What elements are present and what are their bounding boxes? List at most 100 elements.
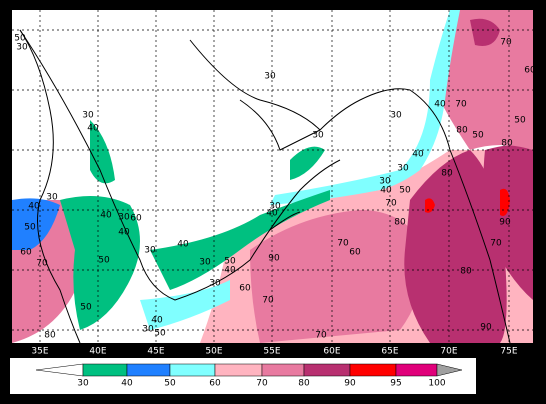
contour-label: 40 xyxy=(28,202,40,212)
colorbar-high-arrow xyxy=(436,363,463,377)
contour-label: 30 xyxy=(390,111,402,121)
humidity-region xyxy=(290,146,325,180)
longitude-label: 40E xyxy=(89,347,106,357)
humidity-region xyxy=(60,196,140,330)
contour-label: 70 xyxy=(337,239,349,249)
contour-label: 30 xyxy=(379,177,391,187)
colorbar-label: 50 xyxy=(164,379,176,389)
longitude-label: 70E xyxy=(440,347,457,357)
contour-label: 30 xyxy=(199,258,211,268)
contour-label: 40 xyxy=(412,150,424,160)
humidity-region xyxy=(440,10,533,150)
contour-label: 80 xyxy=(44,331,56,341)
colorbar-segment xyxy=(214,363,263,377)
colorbar-label: 90 xyxy=(344,379,356,389)
humidity-region xyxy=(500,188,510,216)
humidity-region xyxy=(150,190,330,290)
humidity-region xyxy=(483,145,533,300)
contour-label: 80 xyxy=(456,126,468,136)
contour-label: 90 xyxy=(480,323,492,333)
colorbar-segment xyxy=(82,363,128,377)
colorbar-segment xyxy=(349,363,397,377)
coastline xyxy=(19,29,511,344)
contour-label: 40 xyxy=(380,186,392,196)
colorbar-label: 95 xyxy=(390,379,401,389)
contour-label: 30 xyxy=(264,72,276,82)
humidity-region xyxy=(270,10,460,205)
humidity-region xyxy=(140,280,230,330)
contour-label: 30 xyxy=(397,164,409,174)
contour-label: 80 xyxy=(501,139,513,149)
contour-label: 50 xyxy=(24,223,36,233)
grid xyxy=(12,10,533,343)
contour-label: 30 xyxy=(269,202,281,212)
longitude-label: 60E xyxy=(323,347,340,357)
contour-label: 70 xyxy=(36,259,48,269)
contour-label: 30 xyxy=(82,111,94,121)
contour-label: 60 xyxy=(524,66,536,76)
contour-label: 60 xyxy=(349,248,361,258)
contour-label: 30 xyxy=(142,325,154,335)
colorbar-segment xyxy=(303,363,351,377)
contour-label: 50 xyxy=(80,303,92,313)
contour-label: 30 xyxy=(312,131,324,141)
contour-label: 80 xyxy=(460,267,472,277)
contour-label: 40 xyxy=(266,209,278,219)
longitude-label: 35E xyxy=(31,347,48,357)
contour-label: 90 xyxy=(499,218,511,228)
longitude-label: 45E xyxy=(147,347,164,357)
contour-label: 70 xyxy=(315,331,327,341)
contour-label: 50 xyxy=(514,116,526,126)
colorbar-label: 100 xyxy=(428,379,445,389)
longitude-label: 75E xyxy=(500,347,517,357)
longitude-label: 50E xyxy=(205,347,222,357)
contour-label: 70 xyxy=(385,199,397,209)
longitude-label: 65E xyxy=(381,347,398,357)
contour-label: 90 xyxy=(268,254,280,264)
contour-label: 30 xyxy=(16,43,28,53)
contour-label: 30 xyxy=(144,246,156,256)
colorbar-segment xyxy=(169,363,216,377)
humidity-region xyxy=(470,18,500,46)
contour-label: 60 xyxy=(239,284,251,294)
contour-label: 40 xyxy=(100,211,112,221)
contour-label: 40 xyxy=(151,316,163,326)
contour-label: 40 xyxy=(118,228,130,238)
contour-label: 60 xyxy=(130,214,142,224)
contour-label: 40 xyxy=(434,100,446,110)
contour-label: 80 xyxy=(441,169,453,179)
contour-label: 70 xyxy=(500,38,512,48)
contour-label: 70 xyxy=(455,100,467,110)
colorbar-label: 60 xyxy=(209,379,221,389)
colorbar-label: 40 xyxy=(121,379,133,389)
contour-label: 40 xyxy=(224,266,236,276)
longitude-labels: 35E 40E 45E 50E 55E 60E 65E 70E 75E xyxy=(31,347,517,357)
humidity-region xyxy=(425,198,435,213)
humidity-region xyxy=(250,210,423,343)
humidity-region xyxy=(404,150,507,343)
longitude-label: 55E xyxy=(263,347,280,357)
humidity-region xyxy=(12,198,60,250)
colorbar-segment xyxy=(261,363,305,377)
colorbar: 30 40 50 60 70 80 90 95 100 xyxy=(10,358,476,394)
contour-label: 80 xyxy=(394,218,406,228)
contour-label: 40 xyxy=(87,124,99,134)
contour-label: 30 xyxy=(46,193,58,203)
contour-label: 50 xyxy=(472,131,484,141)
contour-label: 50 xyxy=(154,329,166,339)
colorbar-label: 30 xyxy=(77,379,89,389)
contour-label: 60 xyxy=(20,248,32,258)
contour-label: 40 xyxy=(177,240,189,250)
contour-label: 30 xyxy=(118,213,130,223)
colorbar-label: 80 xyxy=(298,379,310,389)
colorbar-label: 70 xyxy=(256,379,268,389)
contour-label: 70 xyxy=(262,296,274,306)
colorbar-segment xyxy=(395,363,438,377)
contour-label: 50 xyxy=(98,256,110,266)
humidity-region xyxy=(90,120,115,184)
contour-label: 70 xyxy=(490,239,502,249)
contour-label: 50 xyxy=(399,186,411,196)
